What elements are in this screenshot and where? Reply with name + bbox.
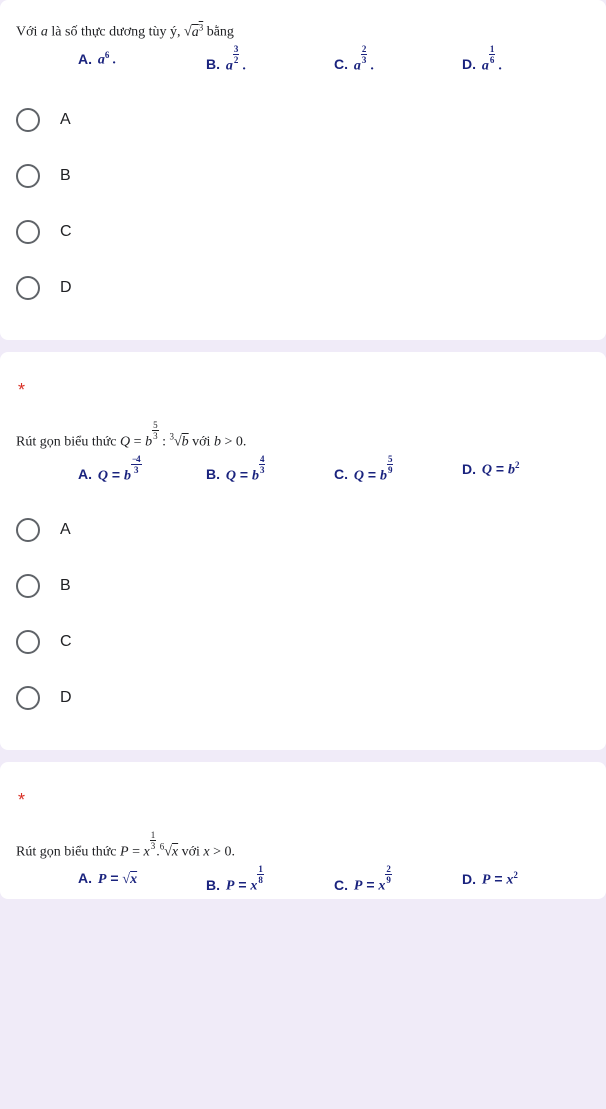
required-star-icon: * xyxy=(18,380,25,401)
option-label: C xyxy=(60,223,72,241)
question-card-1: Với a là số thực dương tùy ý, √a3 bằng A… xyxy=(0,0,606,340)
q2-choices: A. Q = b−43 B. Q = b43 C. Q = b59 D. Q =… xyxy=(16,460,590,484)
option-d[interactable]: D xyxy=(16,260,590,316)
option-a[interactable]: A xyxy=(16,502,590,558)
choice-d: D. Q = b2 xyxy=(462,460,590,484)
choice-c: C. a23 . xyxy=(334,50,462,74)
option-label: B xyxy=(60,167,71,185)
sqrt: √ xyxy=(184,25,192,40)
radio-icon xyxy=(16,630,40,654)
option-c[interactable]: C xyxy=(16,204,590,260)
option-label: B xyxy=(60,577,71,595)
choice-c: C. P = x29 xyxy=(334,870,462,894)
choice-c: C. Q = b59 xyxy=(334,460,462,484)
text: bằng xyxy=(203,25,234,40)
option-label: D xyxy=(60,279,72,297)
text: Rút gọn biểu thức xyxy=(16,435,120,450)
text: Rút gọn biểu thức xyxy=(16,845,120,860)
question-card-2: * Rút gọn biểu thức Q = b53 : 3√b với b … xyxy=(0,352,606,750)
choice-b: B. a32 . xyxy=(206,50,334,74)
q2-options: A B C D xyxy=(16,502,590,726)
q1-choices: A. a6 . B. a32 . C. a23 . D. a16 . xyxy=(16,50,590,74)
radicand: a3 xyxy=(192,25,204,40)
q1-options: A B C D xyxy=(16,92,590,316)
question-card-3: * Rút gọn biểu thức P = x13.6√x với x > … xyxy=(0,762,606,898)
option-label: D xyxy=(60,689,72,707)
option-b[interactable]: B xyxy=(16,148,590,204)
label: A. xyxy=(78,51,92,67)
q3-prompt: Rút gọn biểu thức P = x13.6√x với x > 0. xyxy=(16,836,590,864)
choice-d: D. a16 . xyxy=(462,50,590,74)
option-label: C xyxy=(60,633,72,651)
label: D. xyxy=(462,56,476,72)
q1-prompt: Với a là số thực dương tùy ý, √a3 bằng xyxy=(16,20,590,44)
label: C. xyxy=(334,56,348,72)
text: Với xyxy=(16,25,41,40)
choice-a: A. a6 . xyxy=(78,50,206,74)
radio-icon xyxy=(16,518,40,542)
radio-icon xyxy=(16,108,40,132)
option-a[interactable]: A xyxy=(16,92,590,148)
option-d[interactable]: D xyxy=(16,670,590,726)
required-star-icon: * xyxy=(18,790,25,811)
radio-icon xyxy=(16,574,40,598)
choice-a: A. Q = b−43 xyxy=(78,460,206,484)
text: là số thực dương tùy ý, xyxy=(48,25,184,40)
radio-icon xyxy=(16,686,40,710)
q2-prompt: Rút gọn biểu thức Q = b53 : 3√b với b > … xyxy=(16,426,590,454)
radio-icon xyxy=(16,164,40,188)
q3-choices: A. P = √x B. P = x18 C. P = x29 D. P = x… xyxy=(16,870,590,894)
choice-d: D. P = x2 xyxy=(462,870,590,894)
option-label: A xyxy=(60,521,71,539)
var-a: a xyxy=(41,25,48,40)
label: B. xyxy=(206,56,220,72)
option-c[interactable]: C xyxy=(16,614,590,670)
choice-a: A. P = √x xyxy=(78,870,206,894)
radio-icon xyxy=(16,220,40,244)
option-label: A xyxy=(60,111,71,129)
option-b[interactable]: B xyxy=(16,558,590,614)
radio-icon xyxy=(16,276,40,300)
choice-b: B. Q = b43 xyxy=(206,460,334,484)
choice-b: B. P = x18 xyxy=(206,870,334,894)
